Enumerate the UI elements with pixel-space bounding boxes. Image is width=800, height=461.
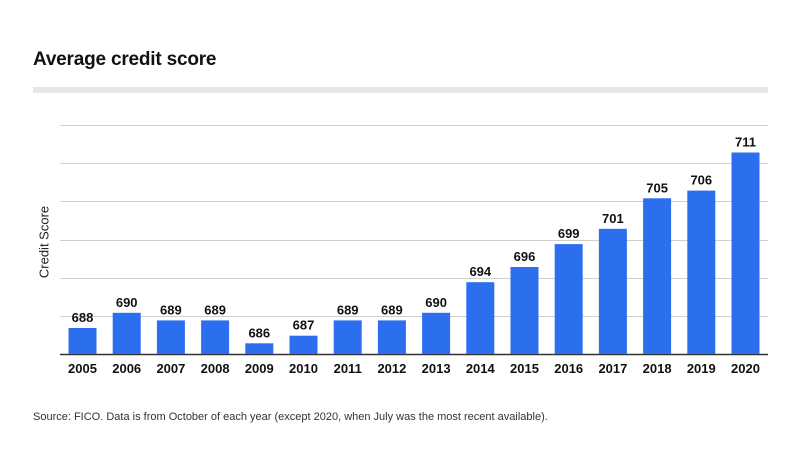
x-tick-2017: 2017 bbox=[598, 361, 627, 376]
bar-2016 bbox=[554, 244, 583, 354]
bars bbox=[68, 152, 760, 354]
data-label-2016: 699 bbox=[558, 226, 580, 241]
gridlines bbox=[60, 125, 768, 356]
x-tick-2009: 2009 bbox=[245, 361, 274, 376]
data-labels: 688 690 689 689 686 687 689 689 690 694 696 699 701 7… bbox=[72, 135, 756, 341]
bar-2018 bbox=[643, 198, 672, 354]
x-tick-2008: 2008 bbox=[201, 361, 230, 376]
chart-title: Average credit score bbox=[33, 49, 217, 70]
data-label-2020: 711 bbox=[735, 135, 756, 150]
bar-2017 bbox=[598, 228, 627, 354]
data-label-2011: 689 bbox=[337, 302, 359, 317]
x-tick-2005: 2005 bbox=[68, 361, 97, 376]
x-tick-labels: 2005 2006 2007 2008 2009 2010 2011 2012 2013 2014… bbox=[68, 361, 760, 376]
bar-2011 bbox=[333, 320, 362, 354]
title-divider bbox=[33, 87, 768, 93]
bar-2020 bbox=[731, 152, 760, 354]
data-label-2019: 706 bbox=[690, 173, 712, 188]
bar-2008 bbox=[201, 320, 230, 354]
x-tick-2007: 2007 bbox=[156, 361, 185, 376]
bar-2015 bbox=[510, 267, 539, 354]
x-tick-2012: 2012 bbox=[377, 361, 406, 376]
data-label-2014: 694 bbox=[469, 264, 491, 279]
x-tick-2016: 2016 bbox=[554, 361, 583, 376]
source-note: Source: FICO. Data is from October of ea… bbox=[33, 411, 548, 423]
bar-2014 bbox=[466, 282, 495, 354]
data-label-2012: 689 bbox=[381, 302, 403, 317]
data-label-2013: 690 bbox=[425, 295, 447, 310]
x-tick-2019: 2019 bbox=[687, 361, 716, 376]
bar-2007 bbox=[156, 320, 185, 354]
x-tick-2006: 2006 bbox=[112, 361, 141, 376]
data-label-2006: 690 bbox=[116, 295, 138, 310]
bar-2010 bbox=[289, 335, 318, 354]
data-label-2010: 687 bbox=[293, 318, 315, 333]
x-tick-2014: 2014 bbox=[466, 361, 496, 376]
x-tick-2010: 2010 bbox=[289, 361, 318, 376]
data-label-2017: 701 bbox=[602, 211, 624, 226]
bar-2019 bbox=[687, 190, 716, 354]
data-label-2005: 688 bbox=[72, 310, 94, 325]
bar-2013 bbox=[422, 312, 451, 354]
bar-2009 bbox=[245, 343, 274, 354]
bar-2012 bbox=[377, 320, 406, 354]
x-tick-2020: 2020 bbox=[731, 361, 760, 376]
x-tick-2015: 2015 bbox=[510, 361, 539, 376]
bar-2005 bbox=[68, 328, 97, 354]
data-label-2015: 696 bbox=[514, 249, 536, 264]
x-tick-2011: 2011 bbox=[334, 361, 362, 376]
data-label-2008: 689 bbox=[204, 302, 226, 317]
data-label-2007: 689 bbox=[160, 302, 182, 317]
data-label-2018: 705 bbox=[646, 180, 668, 195]
x-tick-2018: 2018 bbox=[643, 361, 672, 376]
bar-2006 bbox=[112, 312, 141, 354]
x-tick-2013: 2013 bbox=[422, 361, 451, 376]
data-label-2009: 686 bbox=[248, 325, 270, 340]
